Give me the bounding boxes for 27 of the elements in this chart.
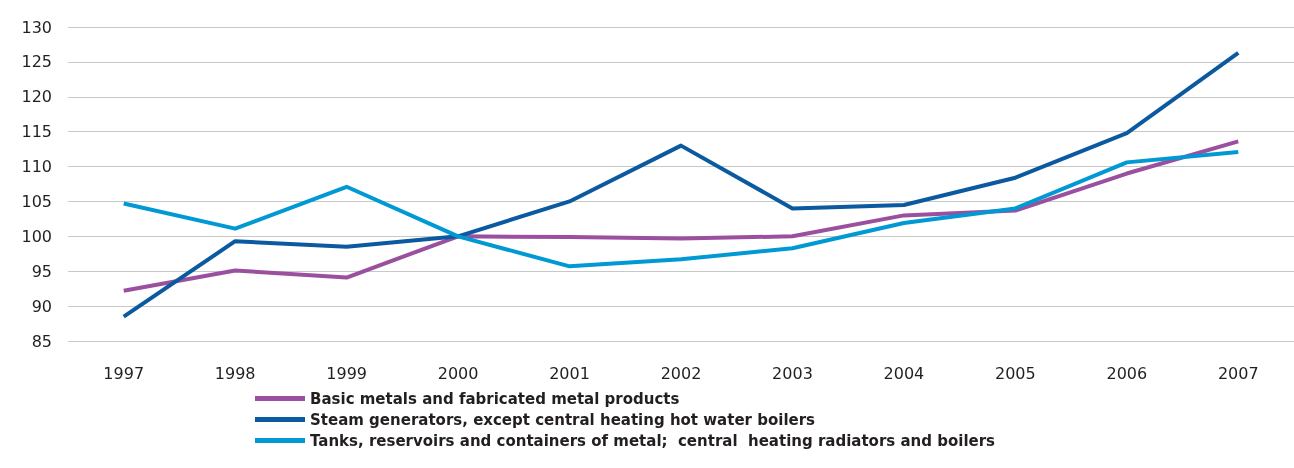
x-tick-label: 1998 bbox=[214, 363, 256, 383]
x-tick-label: 2005 bbox=[995, 363, 1036, 383]
legend-label: Basic metals and fabricated metal products bbox=[310, 389, 680, 408]
line-series bbox=[121, 50, 1241, 319]
y-tick-label: 105 bbox=[21, 191, 52, 211]
y-tick-label: 115 bbox=[21, 122, 52, 142]
x-tick-label: 1999 bbox=[326, 363, 367, 383]
x-tick-label: 2007 bbox=[1217, 363, 1259, 383]
line-series bbox=[121, 139, 1241, 293]
x-tick-label: 2001 bbox=[549, 363, 590, 383]
x-tick-label: 2004 bbox=[883, 363, 925, 383]
y-tick-label: 85 bbox=[31, 331, 52, 351]
x-tick-label: 2002 bbox=[660, 363, 702, 383]
legend-label: Tanks, reservoirs and containers of metal; central heating radiators and boilers bbox=[310, 431, 996, 450]
y-tick-label: 125 bbox=[21, 52, 52, 72]
y-tick-label: 120 bbox=[21, 87, 52, 107]
legend-label: Steam generators, except central heating hot water boilers bbox=[310, 410, 816, 429]
line-series bbox=[121, 149, 1241, 269]
y-tick-label: 90 bbox=[31, 296, 52, 316]
x-tick-label: 2003 bbox=[772, 363, 813, 383]
x-tick-label: 2000 bbox=[437, 363, 479, 383]
y-tick-label: 130 bbox=[21, 17, 52, 37]
x-tick-label: 1997 bbox=[103, 363, 145, 383]
y-tick-label: 95 bbox=[31, 261, 52, 281]
y-tick-label: 100 bbox=[21, 226, 52, 246]
x-tick-label: 2006 bbox=[1106, 363, 1148, 383]
y-tick-label: 110 bbox=[21, 157, 52, 177]
